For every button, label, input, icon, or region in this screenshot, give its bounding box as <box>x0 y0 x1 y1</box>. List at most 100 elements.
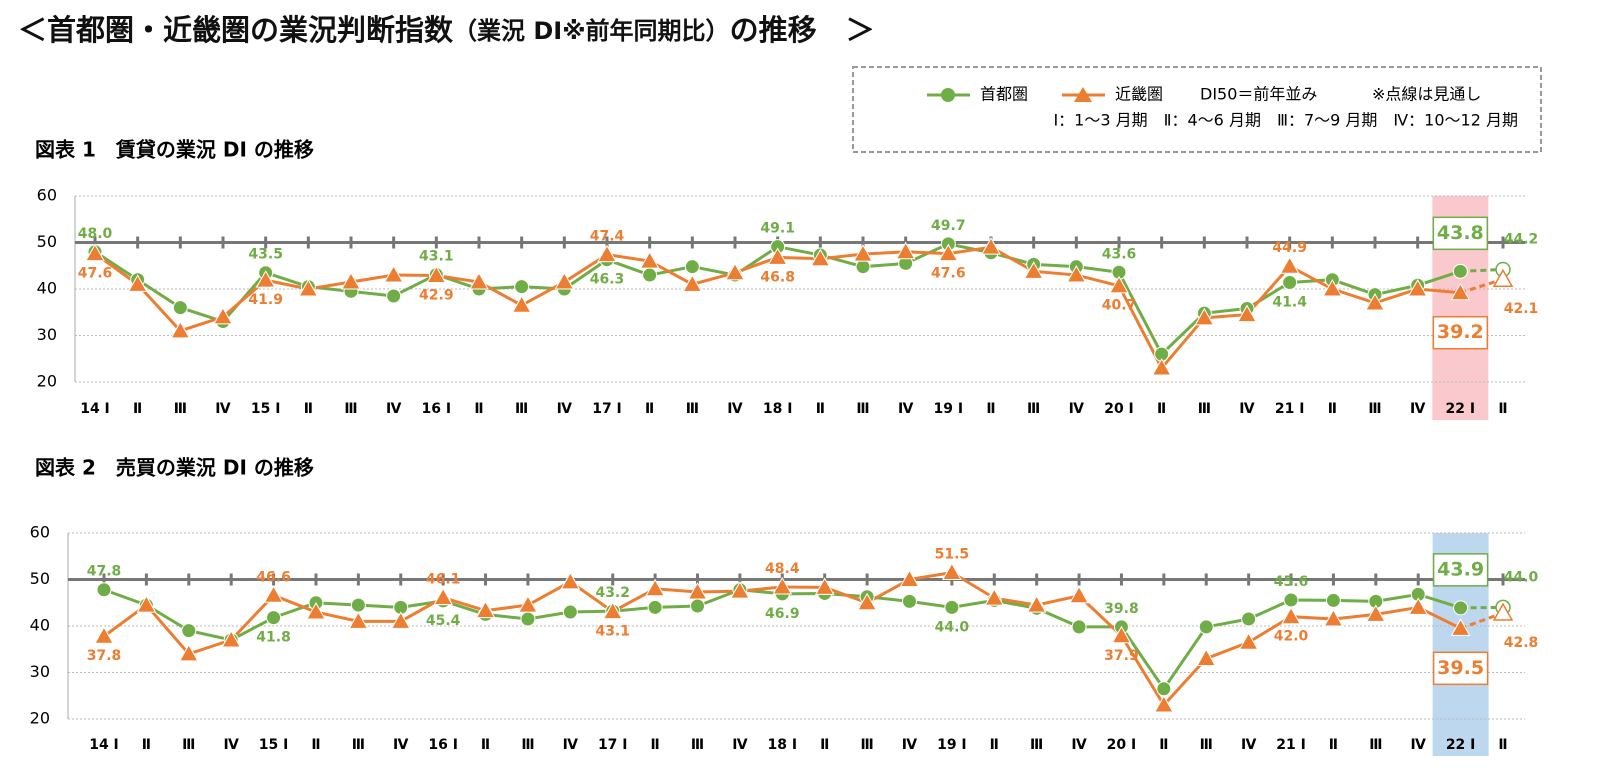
y-tick-label: 60 <box>37 186 57 205</box>
marker <box>560 571 581 590</box>
value-label-box <box>1432 315 1489 350</box>
marker <box>172 300 188 316</box>
legend-marker <box>941 88 955 102</box>
value-label: 47.4 <box>590 229 625 245</box>
marker <box>984 588 1005 606</box>
x-tick-label: Ⅲ <box>1200 737 1213 753</box>
marker <box>857 592 877 611</box>
marker <box>136 595 157 613</box>
x-tick-label: Ⅳ <box>1239 401 1255 417</box>
marker <box>899 569 920 587</box>
marker <box>1237 304 1257 323</box>
x-tick-label: Ⅳ <box>732 737 748 753</box>
x-tick-label: Ⅳ <box>1241 737 1257 753</box>
value-label: 51.5 <box>935 547 970 563</box>
marker <box>306 602 326 620</box>
value-label: 49.7 <box>931 218 966 234</box>
chart-title: 図表 2 売買の業況 DI の推移 <box>35 456 314 480</box>
marker <box>1109 275 1129 294</box>
marker <box>127 274 148 292</box>
value-label: 46.8 <box>760 269 795 285</box>
x-tick-label: Ⅳ <box>557 401 573 417</box>
marker <box>383 265 404 283</box>
marker <box>642 267 658 283</box>
y-tick-label: 40 <box>37 279 57 298</box>
marker <box>602 601 623 620</box>
x-tick-label: 19 Ⅰ <box>937 737 967 753</box>
x-tick-label: Ⅱ <box>1159 737 1168 753</box>
marker <box>1450 618 1471 636</box>
marker <box>1281 606 1301 625</box>
marker <box>645 578 665 597</box>
x-tick-label: Ⅲ <box>1030 737 1043 753</box>
x-tick-label: Ⅲ <box>856 401 869 417</box>
marker <box>469 272 489 290</box>
marker <box>520 611 536 627</box>
y-tick-label: 50 <box>30 569 50 588</box>
value-label: 39.5 <box>1437 657 1484 679</box>
value-label: 44.9 <box>1272 240 1307 256</box>
x-tick-label: 18 Ⅰ <box>768 737 798 753</box>
x-tick-label: Ⅲ <box>515 401 528 417</box>
x-tick-label: Ⅳ <box>215 401 231 417</box>
marker <box>684 259 700 275</box>
marker <box>1194 307 1215 326</box>
legend-note: DI50＝前年並み <box>1200 85 1317 104</box>
value-label: 37.8 <box>87 648 122 664</box>
marker <box>341 272 361 290</box>
y-tick-label: 60 <box>30 523 50 542</box>
marker <box>221 629 242 648</box>
x-tick-label: Ⅲ <box>1369 737 1382 753</box>
marker <box>475 600 496 619</box>
value-label: 40.7 <box>1102 298 1137 314</box>
marker <box>725 262 745 281</box>
title-end: の推移 ＞ <box>730 13 875 47</box>
marker <box>1066 265 1087 283</box>
x-tick-label: Ⅱ <box>1329 737 1338 753</box>
marker <box>1241 611 1257 627</box>
value-label: 45.6 <box>1274 574 1309 590</box>
x-tick-label: Ⅲ <box>691 737 704 753</box>
value-label: 46.3 <box>590 272 625 288</box>
marker <box>213 306 233 325</box>
x-tick-label: 15 Ⅰ <box>251 401 281 417</box>
y-tick-label: 20 <box>30 709 50 728</box>
marker <box>1283 592 1299 608</box>
x-tick-label: Ⅱ <box>133 401 142 417</box>
value-label: 43.8 <box>1437 222 1484 244</box>
marker <box>298 278 319 297</box>
legend-note: Ⅰ：1～3 月期 Ⅱ：4～6 月期 Ⅲ：7～9 月期 Ⅳ：10～12 月期 <box>1053 111 1518 130</box>
value-label-box <box>1432 216 1489 251</box>
x-tick-label: Ⅳ <box>1411 737 1427 753</box>
x-tick-label: Ⅳ <box>223 737 239 753</box>
x-tick-label: Ⅱ <box>474 401 483 417</box>
x-tick-label: 16 Ⅰ <box>428 737 458 753</box>
value-label: 42.8 <box>1504 635 1539 651</box>
x-tick-label: Ⅲ <box>1198 401 1211 417</box>
x-tick-label: 19 Ⅰ <box>934 401 964 417</box>
marker <box>938 243 959 262</box>
marker <box>1452 263 1468 279</box>
x-tick-label: Ⅲ <box>686 401 699 417</box>
x-tick-label: Ⅱ <box>304 401 313 417</box>
marker <box>690 598 706 614</box>
marker <box>1071 619 1087 635</box>
marker <box>1323 609 1344 627</box>
marker <box>647 599 663 615</box>
x-tick-label: Ⅲ <box>1027 401 1040 417</box>
forecast-line <box>1459 277 1504 295</box>
value-label: 44.0 <box>1504 569 1539 585</box>
marker <box>1111 625 1132 644</box>
x-tick-label: Ⅱ <box>1157 401 1166 417</box>
marker <box>1238 632 1259 650</box>
marker <box>94 626 114 644</box>
marker <box>1023 261 1044 279</box>
marker <box>1365 604 1386 622</box>
x-tick-label: Ⅲ <box>521 737 534 753</box>
marker <box>181 623 197 639</box>
value-label-box <box>1432 651 1489 686</box>
marker <box>433 587 454 606</box>
x-tick-label: Ⅳ <box>386 401 402 417</box>
marker <box>767 247 788 265</box>
